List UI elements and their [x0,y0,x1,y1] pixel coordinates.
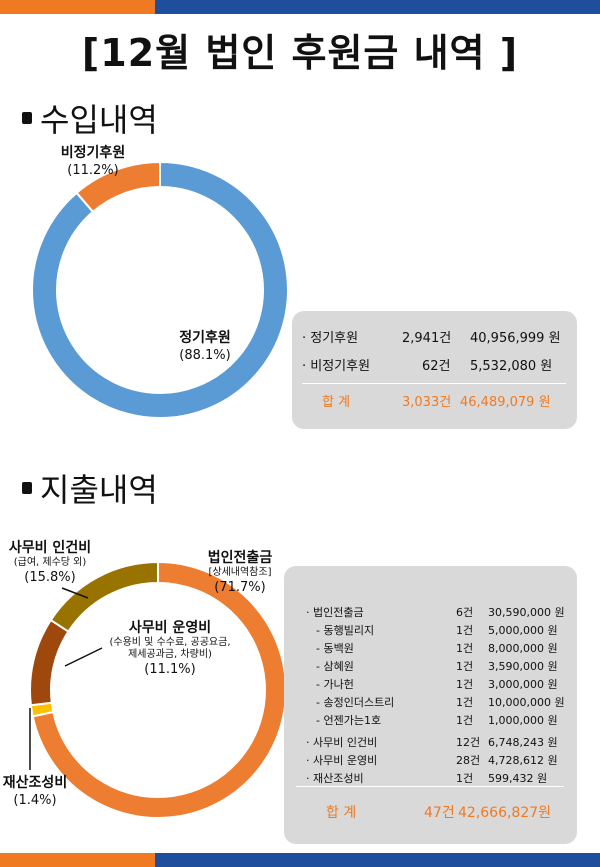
income-row-amount: 5,532,080 원 [470,359,553,374]
expense-row-amount: 30,590,000 원 [488,606,565,619]
label-transfer: 법인전출금 [상세내역참조] (71.7%) [190,550,290,596]
expense-row-count: 6건 [456,606,474,619]
expense-row-count: 12건 [456,736,481,749]
expense-row-label: - 송정인더스트리 [316,696,395,709]
label-operating-pct: (11.1%) [144,662,196,677]
expense-row-count: 1건 [456,624,474,637]
expense-row-label: - 동백원 [316,642,354,655]
label-personnel: 사무비 인건비 (급여, 제수당 외) (15.8%) [0,540,100,586]
expense-row-label: · 법인전출금 [306,606,364,619]
bottom-banner [0,853,600,867]
expense-row-amount: 10,000,000 원 [488,696,565,709]
expense-row-count: 1건 [456,678,474,691]
bullet-icon [22,112,32,124]
expense-row-amount: 6,748,243 원 [488,736,558,749]
label-transfer-sub: [상세내역참조] [208,567,272,578]
label-operating-sub2: 제세공과금, 차량비) [128,649,212,660]
income-row-amount: 40,956,999 원 [470,331,561,346]
label-operating-name: 사무비 운영비 [128,620,212,636]
expense-slice-2 [29,618,70,707]
income-total-amount: 46,489,079 원 [460,395,551,410]
expense-summary-box: · 법인전출금 6건 30,590,000 원 - 동행빌리지 1건 5,000,000 … [284,566,577,844]
expense-row-label: · 재산조성비 [306,772,364,785]
expense-row-label: - 삼혜원 [316,660,354,673]
label-irregular-name: 비정기후원 [60,145,126,161]
label-regular-name: 정기후원 [179,330,231,346]
expense-row-label: - 동행빌리지 [316,624,375,637]
label-asset-pct: (1.4%) [13,793,57,808]
expense-heading-text: 지출내역 [40,471,158,509]
income-total-label: 합 계 [322,395,351,410]
income-heading-text: 수입내역 [40,101,158,139]
income-heading: 수입내역 [22,95,158,141]
expense-row-amount: 3,000,000 원 [488,678,558,691]
label-regular: 정기후원 (88.1%) [155,330,255,364]
label-operating: 사무비 운영비 (수용비 및 수수료, 공공요금, 제세공과금, 차량비) (1… [95,620,245,678]
income-divider [302,383,566,384]
expense-total-label: 합 계 [326,805,357,821]
label-transfer-pct: (71.7%) [214,580,266,595]
expense-divider [296,786,564,787]
expense-total-amount: 42,666,827원 [458,805,552,821]
page-title: [12월 법인 후원금 내역 ] [81,31,519,75]
income-row-count: 62건 [422,359,451,374]
leader-line-operating [64,647,103,667]
top-banner [0,0,600,14]
expense-row-label: - 가나헌 [316,678,354,691]
expense-row-amount: 599,432 원 [488,772,548,785]
label-personnel-pct: (15.8%) [24,570,76,585]
label-personnel-sub: (급여, 제수당 외) [13,557,87,568]
label-asset: 재산조성비 (1.4%) [0,775,70,809]
expense-heading: 지출내역 [22,465,158,511]
income-row-label: · 비정기후원 [302,359,371,374]
expense-row-count: 1건 [456,660,474,673]
label-regular-pct: (88.1%) [179,348,231,363]
expense-row-count: 1건 [456,642,474,655]
expense-row-count: 28건 [456,754,481,767]
expense-row-label: - 언젠가는1호 [316,714,382,727]
expense-row-amount: 3,590,000 원 [488,660,558,673]
expense-row-label: · 사무비 인건비 [306,736,378,749]
expense-row-count: 1건 [456,772,474,785]
expense-row-amount: 5,000,000 원 [488,624,558,637]
expense-row-amount: 4,728,612 원 [488,754,558,767]
income-row-label: · 정기후원 [302,331,359,346]
expense-row-label: · 사무비 운영비 [306,754,378,767]
leader-line-personnel [61,587,89,599]
label-asset-name: 재산조성비 [2,775,68,791]
label-irregular: 비정기후원 (11.2%) [38,145,148,179]
expense-row-count: 1건 [456,714,474,727]
income-slice-0 [31,160,289,419]
expense-slice-3 [49,560,159,633]
expense-row-amount: 1,000,000 원 [488,714,558,727]
label-transfer-name: 법인전출금 [207,550,273,566]
label-personnel-name: 사무비 인건비 [8,540,92,556]
expense-row-count: 1건 [456,696,474,709]
income-total-count: 3,033건 [402,395,452,410]
expense-total-count: 47건 [424,805,455,821]
label-operating-sub1: (수용비 및 수수료, 공공요금, [109,637,231,648]
income-row-count: 2,941건 [402,331,452,346]
bullet-icon [22,482,32,494]
label-irregular-pct: (11.2%) [67,163,119,178]
expense-row-amount: 8,000,000 원 [488,642,558,655]
income-summary-box: · 정기후원 2,941건 40,956,999 원 · 비정기후원 62건 5… [292,311,577,429]
income-slice-1 [75,160,161,214]
